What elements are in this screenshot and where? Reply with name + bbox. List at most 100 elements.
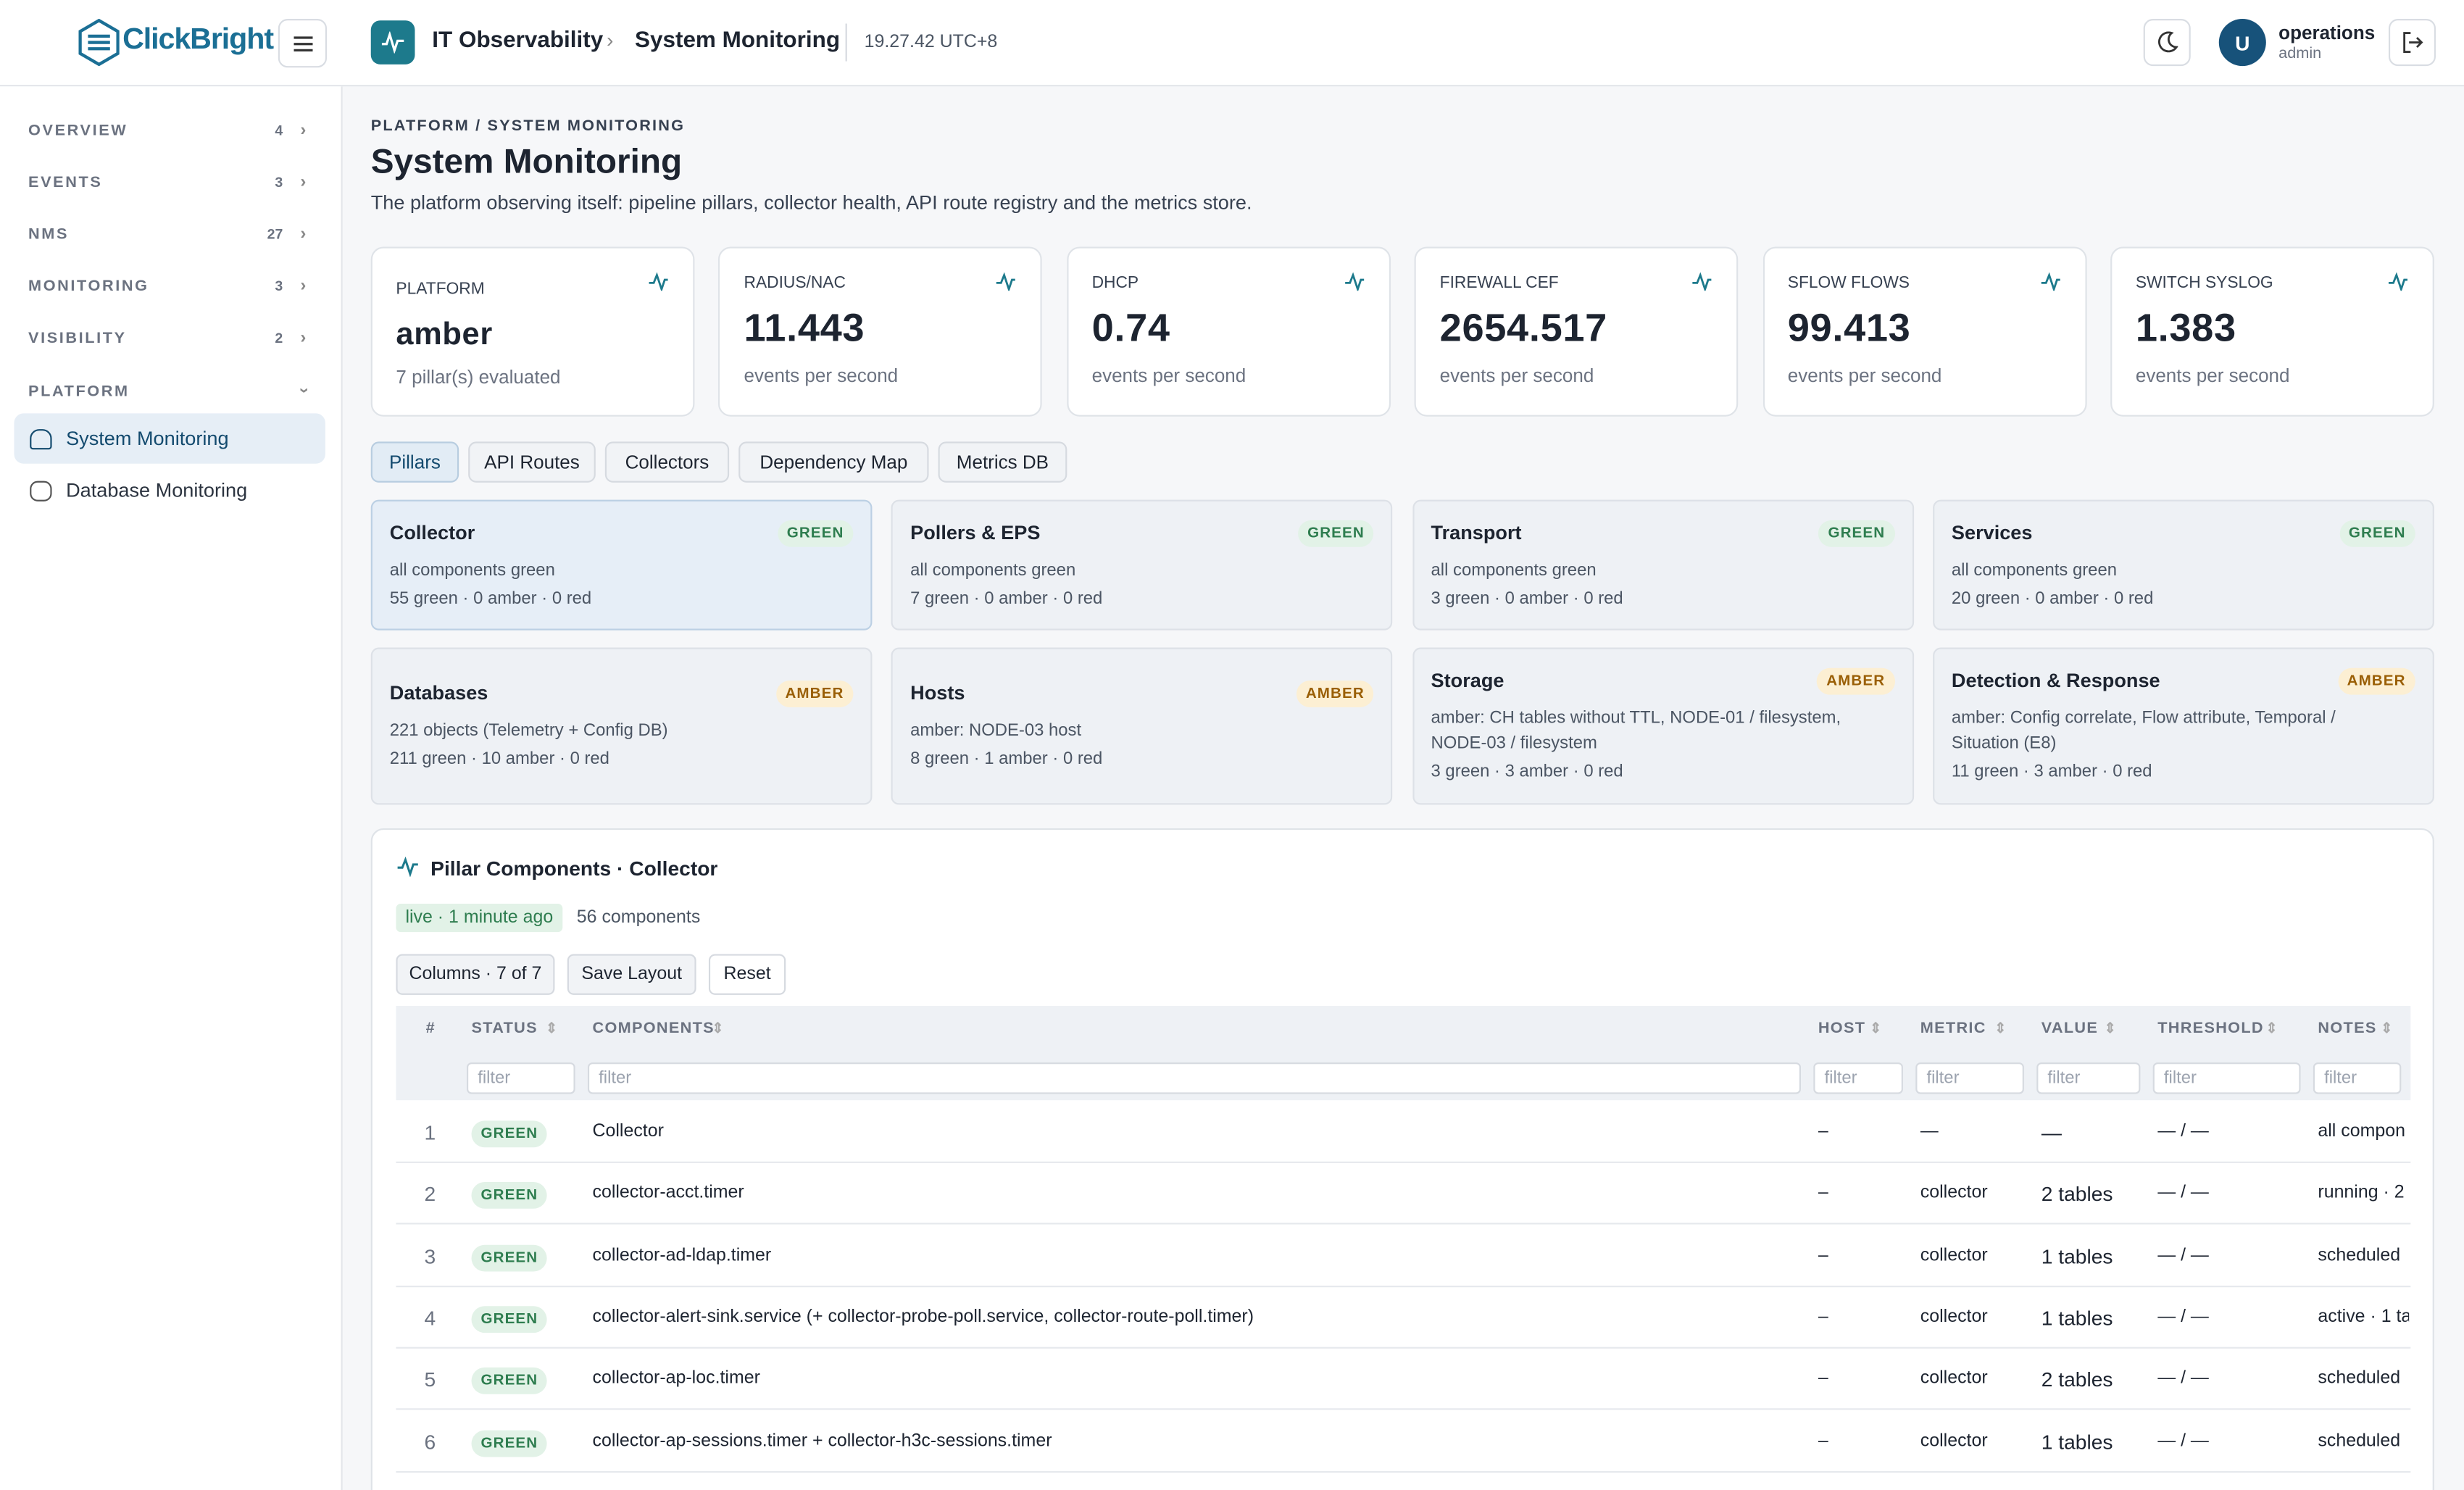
pillar-status: GREEN [1818, 520, 1895, 547]
pillar-counts: 7 green · 0 amber · 0 red [910, 589, 1103, 609]
status-badge: GREEN [471, 1244, 548, 1271]
cell: — [2041, 1120, 2062, 1144]
pillar-status: GREEN [1298, 520, 1374, 547]
nav-group[interactable]: OVERVIEW 4 › [28, 121, 308, 140]
row-divider [396, 1408, 2411, 1410]
tab[interactable]: Pillars [370, 441, 459, 483]
live-badge: live · 1 minute ago [396, 904, 563, 933]
nav-item[interactable]: System Monitoring [14, 413, 325, 464]
pillar-card[interactable]: Services GREEN all components green 20 gree… [1932, 499, 2434, 630]
nav-group[interactable]: NMS 27 › [28, 225, 308, 244]
nav-item[interactable]: Database Monitoring [14, 465, 325, 515]
pillar-summary: all components green [389, 561, 555, 580]
cell: running · 2 [2318, 1183, 2405, 1203]
pillar-summary: amber: CH tables without TTL, NODE-01 / … [1431, 709, 1841, 753]
theme-toggle[interactable] [2143, 19, 2191, 67]
tab[interactable]: Metrics DB [938, 441, 1067, 483]
nav-group-count: 27 [267, 226, 283, 242]
tab[interactable]: Dependency Map [738, 441, 929, 483]
nav-group[interactable]: MONITORING 3 › [28, 277, 308, 296]
toolbar-button[interactable]: Save Layout [567, 954, 696, 995]
nav-icon [30, 429, 52, 450]
sort-icon: ⇕ [1994, 1020, 2007, 1036]
kpi-label: FIREWALL CEF [1439, 273, 1559, 293]
kpi-subtitle: events per second [744, 365, 899, 387]
cell: 1 tables [2041, 1429, 2113, 1454]
pillar-name: Collector [389, 522, 475, 544]
filter-input[interactable]: filter [1813, 1062, 1903, 1094]
logout-button[interactable] [2388, 19, 2436, 67]
column-header[interactable]: METRIC [1920, 1020, 1986, 1038]
top-bar: ClickBright IT Observability › System Mo… [0, 0, 2464, 87]
filter-input[interactable]: filter [2036, 1062, 2141, 1094]
nav-group[interactable]: VISIBILITY 2 › [28, 328, 308, 348]
pillar-card[interactable]: Databases AMBER 221 objects (Telemetry + C… [370, 647, 873, 805]
pillar-card[interactable]: Transport GREEN all components green 3 gree… [1412, 499, 1914, 630]
filter-input[interactable]: filter [467, 1062, 575, 1094]
nav-icon [30, 480, 52, 501]
pillar-card[interactable]: Hosts AMBER amber: NODE-03 host 8 green · 1… [891, 647, 1393, 805]
avatar[interactable]: U [2218, 19, 2266, 67]
kpi-card: SFLOW FLOWS 99.413 events per second [1762, 246, 2086, 417]
pillar-name: Services [1951, 522, 2033, 544]
tab[interactable]: API Routes [468, 441, 596, 483]
filter-input[interactable]: filter [2313, 1062, 2402, 1094]
cell: collector [1920, 1431, 1988, 1450]
kpi-value: 0.74 [1091, 306, 1170, 351]
logout-icon [2403, 32, 2423, 53]
filter-input[interactable]: filter [2152, 1062, 2301, 1094]
nav-group[interactable]: PLATFORM › [28, 383, 314, 401]
nav-group-label: VISIBILITY [28, 330, 127, 348]
brand: ClickBright [122, 23, 274, 57]
column-header[interactable]: NOTES [2318, 1020, 2377, 1038]
nav-group-label: PLATFORM [28, 383, 130, 401]
logo-icon [78, 19, 120, 67]
pillar-card[interactable]: Collector GREEN all components green 55 gre… [370, 499, 873, 630]
column-header[interactable]: HOST [1818, 1020, 1866, 1038]
row-divider [396, 1470, 2411, 1473]
pillar-counts: 20 green · 0 amber · 0 red [1951, 589, 2154, 609]
kpi-icon [649, 272, 668, 291]
pillar-name: Pollers & EPS [910, 522, 1041, 544]
cell: – [1818, 1183, 1828, 1203]
toolbar-button[interactable]: Columns · 7 of 7 [396, 954, 555, 995]
menu-button[interactable] [278, 19, 328, 68]
pillar-name: Storage [1431, 669, 1504, 692]
kpi-label: RADIUS/NAC [744, 273, 846, 293]
column-header[interactable]: THRESHOLD [2157, 1020, 2264, 1038]
kpi-card: PLATFORM amber 7 pillar(s) evaluated [370, 246, 695, 417]
cell: collector [1920, 1307, 1988, 1327]
row-divider [396, 1161, 2411, 1163]
kpi-subtitle: events per second [1439, 365, 1594, 387]
cell: — / — [2157, 1122, 2209, 1141]
cell: 1 tables [2041, 1306, 2113, 1330]
pillar-status: GREEN [777, 520, 854, 547]
menu-icon [293, 36, 312, 51]
pulse-icon [381, 31, 404, 54]
kpi-subtitle: events per second [2135, 365, 2290, 387]
tab[interactable]: Collectors [604, 441, 730, 483]
filter-input[interactable]: filter [1915, 1062, 2024, 1094]
nav-group[interactable]: EVENTS 3 › [28, 173, 308, 192]
cell: – [1818, 1245, 1828, 1265]
nav-group-count: 3 [275, 278, 283, 294]
sort-icon: ⇕ [1869, 1020, 1883, 1036]
pillar-name: Detection & Response [1951, 669, 2160, 692]
section-name[interactable]: IT Observability [432, 28, 604, 54]
kpi-value: 1.383 [2135, 306, 2236, 351]
cell: collector [1920, 1245, 1988, 1265]
kpi-card: DHCP 0.74 events per second [1066, 246, 1391, 417]
kpi-value: 99.413 [1787, 306, 1911, 351]
filter-input[interactable]: filter [587, 1062, 1801, 1094]
pillar-summary: all components green [1951, 561, 2118, 580]
kpi-subtitle: 7 pillar(s) evaluated [396, 366, 561, 388]
component-count: 56 components [576, 908, 701, 928]
column-header[interactable]: COMPONENTS [592, 1020, 715, 1038]
toolbar-button[interactable]: Reset [708, 954, 786, 995]
page-name: System Monitoring [635, 28, 841, 54]
pillar-card[interactable]: Storage AMBER amber: CH tables without TTL… [1412, 647, 1914, 805]
pillar-card[interactable]: Pollers & EPS GREEN all components green 7 … [891, 499, 1393, 630]
column-header[interactable]: VALUE [2041, 1020, 2099, 1038]
pillar-card[interactable]: Detection & Response AMBER amber: Config c… [1932, 647, 2434, 805]
column-header[interactable]: STATUS [471, 1020, 538, 1038]
